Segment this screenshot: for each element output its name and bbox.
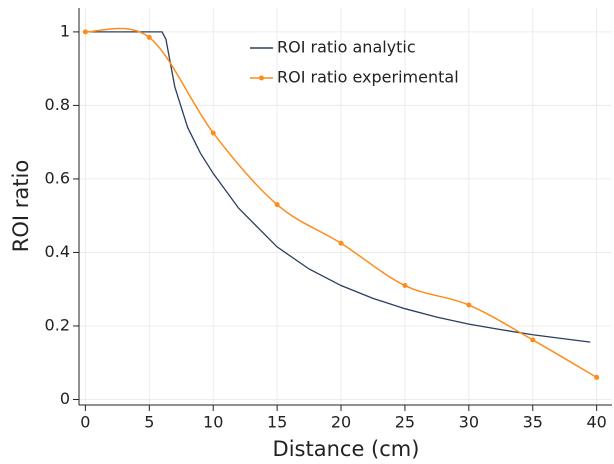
y-tick-label: 0.8 (45, 95, 70, 114)
marker (210, 130, 216, 136)
y-tick-label: 0 (60, 389, 70, 408)
x-tick-label: 30 (459, 413, 479, 432)
marker (594, 374, 600, 380)
marker (466, 302, 472, 308)
legend-label: ROI ratio analytic (277, 38, 416, 57)
legend-label: ROI ratio experimental (277, 68, 459, 87)
y-tick-label: 1 (60, 21, 70, 40)
marker (530, 337, 536, 343)
marker (338, 240, 344, 246)
x-tick-label: 5 (144, 413, 154, 432)
x-tick-label: 15 (267, 413, 287, 432)
x-tick-label: 40 (586, 413, 606, 432)
y-tick-label: 0.2 (45, 315, 70, 334)
x-tick-label: 0 (80, 413, 90, 432)
y-axis-title: ROI ratio (9, 160, 33, 252)
marker (402, 283, 408, 289)
x-tick-label: 20 (331, 413, 351, 432)
y-tick-label: 0.4 (45, 242, 70, 261)
line (85, 31, 591, 343)
marker (146, 34, 152, 40)
x-axis-title: Distance (cm) (273, 437, 420, 461)
x-tick-label: 35 (523, 413, 543, 432)
legend-marker (259, 75, 264, 81)
marker (274, 202, 280, 208)
x-tick-label: 10 (203, 413, 223, 432)
line (85, 27, 598, 379)
x-tick-label: 25 (395, 413, 415, 432)
y-tick-label: 0.6 (45, 168, 70, 187)
marker (82, 29, 88, 35)
